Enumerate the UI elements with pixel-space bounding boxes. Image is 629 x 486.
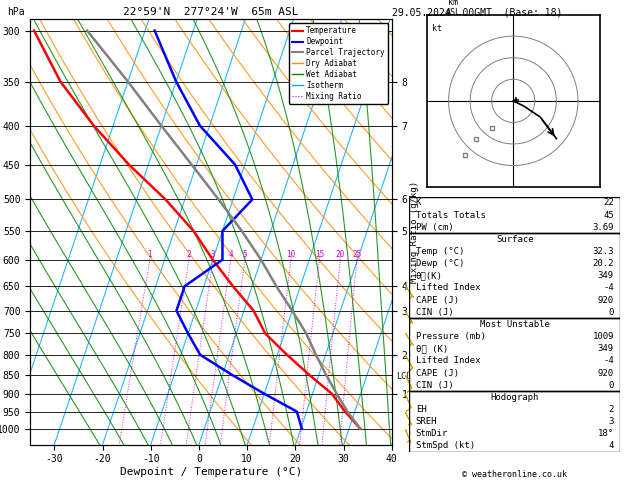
Text: CAPE (J): CAPE (J) [416, 368, 459, 378]
Text: -4: -4 [603, 356, 614, 365]
Text: PW (cm): PW (cm) [416, 223, 454, 232]
Text: 349: 349 [598, 271, 614, 280]
Text: 20: 20 [336, 250, 345, 259]
Text: 4: 4 [608, 441, 614, 451]
Text: 4: 4 [228, 250, 233, 259]
Bar [409, 391, 620, 452]
Text: SREH: SREH [416, 417, 437, 426]
Text: 920: 920 [598, 368, 614, 378]
Text: 18°: 18° [598, 429, 614, 438]
Text: 0: 0 [608, 308, 614, 317]
Text: K: K [416, 198, 421, 208]
Bar [409, 197, 620, 233]
Text: Temp (°C): Temp (°C) [416, 247, 464, 256]
Text: Lifted Index: Lifted Index [416, 283, 481, 293]
Text: 2: 2 [186, 250, 191, 259]
Text: StmDir: StmDir [416, 429, 448, 438]
Text: -4: -4 [603, 283, 614, 293]
Text: km
ASL: km ASL [446, 0, 461, 17]
Text: 5: 5 [243, 250, 247, 259]
Text: Totals Totals: Totals Totals [416, 210, 486, 220]
Text: 1: 1 [147, 250, 152, 259]
Text: Dewp (°C): Dewp (°C) [416, 259, 464, 268]
Y-axis label: Mixing Ratio (g/kg): Mixing Ratio (g/kg) [410, 181, 420, 283]
Text: CIN (J): CIN (J) [416, 381, 454, 390]
Text: θᴄ (K): θᴄ (K) [416, 344, 448, 353]
Text: StmSpd (kt): StmSpd (kt) [416, 441, 475, 451]
Text: Most Unstable: Most Unstable [480, 320, 550, 329]
Text: 20.2: 20.2 [593, 259, 614, 268]
X-axis label: Dewpoint / Temperature (°C): Dewpoint / Temperature (°C) [120, 467, 302, 477]
Text: 3: 3 [608, 417, 614, 426]
Text: 32.3: 32.3 [593, 247, 614, 256]
Bar [409, 318, 620, 391]
Text: 29.05.2024  00GMT  (Base: 18): 29.05.2024 00GMT (Base: 18) [392, 7, 562, 17]
Text: hPa: hPa [7, 7, 25, 17]
Text: 1009: 1009 [593, 332, 614, 341]
Text: 10: 10 [286, 250, 296, 259]
Legend: Temperature, Dewpoint, Parcel Trajectory, Dry Adiabat, Wet Adiabat, Isotherm, Mi: Temperature, Dewpoint, Parcel Trajectory… [289, 23, 388, 104]
Text: 22: 22 [603, 198, 614, 208]
Text: LCL: LCL [396, 372, 411, 382]
Text: Surface: Surface [496, 235, 533, 244]
Text: CAPE (J): CAPE (J) [416, 295, 459, 305]
Text: 349: 349 [598, 344, 614, 353]
Text: EH: EH [416, 405, 426, 414]
Text: 45: 45 [603, 210, 614, 220]
Text: 920: 920 [598, 295, 614, 305]
Text: 0: 0 [608, 381, 614, 390]
Text: Lifted Index: Lifted Index [416, 356, 481, 365]
Text: 25: 25 [352, 250, 362, 259]
Text: 2: 2 [608, 405, 614, 414]
Title: 22°59'N  277°24'W  65m ASL: 22°59'N 277°24'W 65m ASL [123, 7, 299, 17]
Text: kt: kt [432, 24, 442, 33]
Bar [409, 233, 620, 318]
Text: 3.69: 3.69 [593, 223, 614, 232]
Text: Pressure (mb): Pressure (mb) [416, 332, 486, 341]
Text: 3: 3 [211, 250, 215, 259]
Text: 15: 15 [314, 250, 324, 259]
Text: Hodograph: Hodograph [491, 393, 539, 402]
Text: © weatheronline.co.uk: © weatheronline.co.uk [462, 469, 567, 479]
Text: θᴄ(K): θᴄ(K) [416, 271, 443, 280]
Text: CIN (J): CIN (J) [416, 308, 454, 317]
